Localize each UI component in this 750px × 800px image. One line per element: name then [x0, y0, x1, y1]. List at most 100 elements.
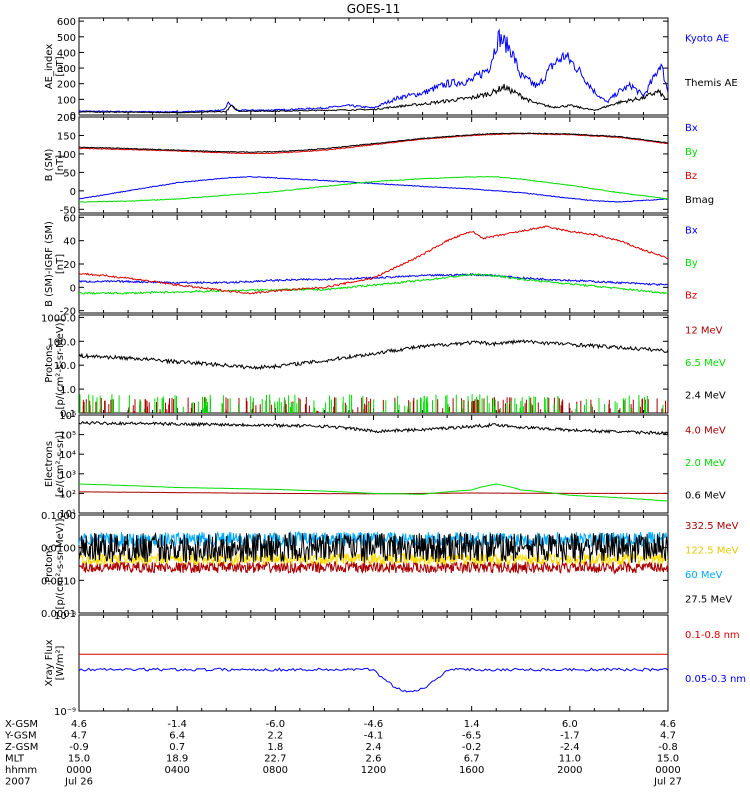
series-by: [78, 273, 669, 295]
panel-frame: [78, 614, 669, 712]
legend-series-themis-ae: Themis AE: [684, 78, 738, 89]
x-row-label: Z-GSM: [5, 742, 38, 753]
y-axis-label: [p/(cm²-s-sr-MeV)]: [55, 518, 66, 609]
series-60-mev: [78, 530, 669, 548]
y-tick-label: 20: [63, 260, 76, 271]
legend-series-12-mev: 12 MeV: [685, 325, 723, 336]
x-row-value: -0.9: [69, 742, 89, 753]
y-tick-label: 10¹: [59, 509, 76, 520]
legend-series-bx: Bx: [685, 123, 698, 134]
y-tick-label: 1.0: [60, 385, 76, 396]
x-row-value: 0800: [263, 765, 288, 776]
y-tick-label: 10³: [59, 470, 76, 481]
x-row-value: 15.0: [68, 754, 90, 765]
y-tick-label: 0: [70, 111, 76, 122]
y-axis-label: [W/m²]: [55, 645, 66, 680]
y-tick-label: -20: [60, 307, 76, 318]
series-27-5-mev: [78, 531, 669, 563]
x-row-value: 11.0: [559, 754, 581, 765]
y-axis-label: Protons: [44, 545, 55, 582]
y-tick-label: -50: [60, 205, 76, 216]
x-row-value: 2000: [557, 765, 582, 776]
x-row-value: 1.4: [464, 719, 480, 730]
x-row-label: 2007: [5, 777, 30, 788]
y-tick-label: 40: [63, 237, 76, 248]
x-row-value: 6.0: [562, 719, 578, 730]
panel-7: 10⁻⁹ 10⁻⁸ Xray Flux [W/m²] 0.1-0.8 nm 0.05-0.…: [44, 611, 746, 718]
y-tick-label: 10⁶: [59, 411, 76, 422]
x-row-value: -2.4: [560, 742, 580, 753]
legend-series-2-4-mev: 2.4 MeV: [685, 391, 726, 402]
legend-series-0-1-0-8-nm: 0.1-0.8 nm: [685, 630, 740, 641]
y-tick-label: 0.0001: [41, 609, 76, 620]
y-tick-label: 0: [70, 283, 76, 294]
series-themis-ae: [78, 83, 669, 114]
y-axis-label: [nT]: [55, 155, 66, 175]
legend-series-6-5-mev: 6.5 MeV: [685, 358, 726, 369]
legend-series-kyoto-ae: Kyoto AE: [685, 33, 729, 44]
panel-4: 0.1 1.0 10.0 100.0 1000.0 Protons [p/(cm²-s-sr…: [41, 313, 726, 420]
y-axis-label: [nT]: [55, 56, 66, 76]
x-row-value: -4.6: [364, 719, 384, 730]
legend-series-0-05-0-3-nm: 0.05-0.3 nm: [685, 674, 746, 685]
series-bx: [78, 175, 669, 203]
legend-series-2-0-mev: 2.0 MeV: [685, 458, 726, 469]
y-tick-label: 10⁻⁹: [54, 707, 76, 718]
series-by: [78, 175, 669, 203]
x-row-value: -6.5: [462, 731, 482, 742]
x-row-label: hhmm: [5, 765, 37, 776]
legend-series-4-0-mev: 4.0 MeV: [685, 425, 726, 436]
y-axis-label: B (SM)-IGRF (SM): [44, 221, 55, 307]
x-row-label: Y-GSM: [4, 731, 37, 742]
x-row-value: 2.2: [267, 731, 283, 742]
x-row-label: X-GSM: [5, 719, 38, 730]
series-0-05-0-3-nm: [78, 667, 669, 693]
y-tick-label: 10.0: [54, 361, 76, 372]
legend-series-0-6-mev: 0.6 MeV: [685, 491, 726, 502]
x-row-value: -1.4: [167, 719, 187, 730]
series-12-mev: [82, 397, 669, 413]
y-tick-label: 100.0: [47, 337, 76, 348]
x-row-value: Jul 26: [64, 777, 93, 788]
y-tick-label: 10⁴: [59, 450, 76, 461]
x-row-value: 1200: [361, 765, 386, 776]
y-axis-label: Electrons: [44, 441, 55, 487]
x-row-value: -1.7: [560, 731, 580, 742]
y-tick-label: 0: [70, 187, 76, 198]
panel-1: 0 100 200 300 400 500 600 AE_index [nT] Kyoto AE T…: [44, 17, 738, 122]
y-tick-label: 1000.0: [41, 313, 76, 324]
y-tick-label: 0.1000: [41, 511, 76, 522]
y-tick-label: 100: [57, 150, 76, 161]
x-row-value: 22.7: [264, 754, 286, 765]
series-2-4-mev: [78, 339, 669, 371]
x-row-value: 0000: [66, 765, 91, 776]
y-tick-label: 600: [57, 17, 76, 28]
y-tick-label: 0.1: [60, 409, 76, 420]
series-0-6-mev: [78, 420, 669, 436]
x-row-value: -6.0: [266, 719, 286, 730]
x-axis-table: X-GSM 4.6 -1.4 -6.0 -4.6 1.4 6.0 4.6 Y-GSM 4.7 6.4…: [4, 719, 682, 788]
legend-series-bmag: Bmag: [685, 195, 714, 206]
x-row-label: MLT: [5, 754, 25, 765]
series-122-5-mev: [78, 551, 669, 567]
y-tick-label: 150: [57, 131, 76, 142]
series-kyoto-ae: [78, 28, 669, 113]
y-axis-label: B (SM): [44, 148, 55, 181]
x-row-value: 18.9: [166, 754, 188, 765]
x-row-value: 6.7: [464, 754, 480, 765]
y-tick-label: 300: [57, 64, 76, 75]
x-row-value: 2.4: [366, 742, 382, 753]
y-axis-label: Xray Flux: [44, 639, 55, 686]
y-axis-label: [nT]: [55, 254, 66, 274]
y-tick-label: 0.0100: [41, 544, 76, 555]
legend-series-by: By: [685, 258, 698, 269]
x-row-value: 4.7: [71, 731, 87, 742]
y-tick-label: 400: [57, 48, 76, 59]
x-row-value: 6.4: [169, 731, 185, 742]
y-tick-label: 200: [57, 113, 76, 124]
legend-series-122-5-mev: 122.5 MeV: [685, 546, 739, 557]
y-tick-label: 50: [63, 168, 76, 179]
x-row-value: 0000: [655, 765, 680, 776]
series-bz: [78, 132, 669, 155]
panel-5: 10¹ 10² 10³ 10⁴ 10⁵ 10⁶ Electrons [e/(cm²-s-sr)…: [44, 411, 726, 520]
